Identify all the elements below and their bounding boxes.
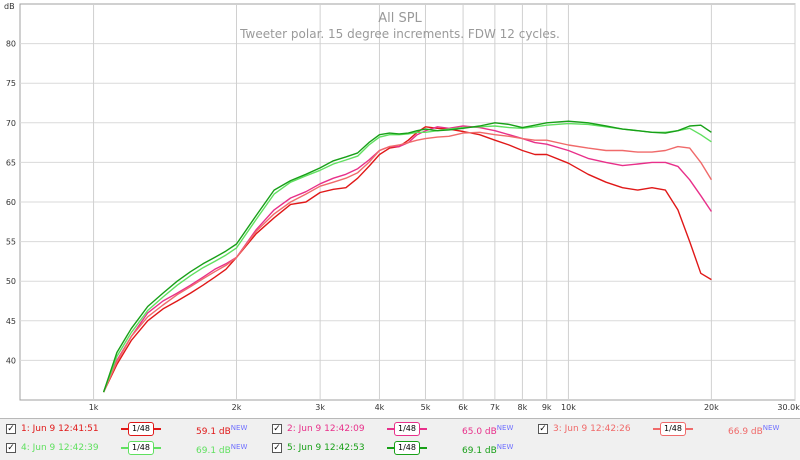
value-text-3: 66.9 dB [728, 427, 763, 437]
legend-panel: ✓ 1: Jun 9 12:41:51 1/48 59.1 dBNEW ✓ 2:… [0, 418, 800, 460]
legend-item-2[interactable]: ✓ 2: Jun 9 12:42:09 1/48 65.0 dBNEW [272, 421, 542, 439]
new-badge-5: NEW [496, 443, 514, 451]
legend-value-5: 69.1 dBNEW [462, 443, 513, 456]
smoothing-button-2[interactable]: 1/48 [387, 422, 427, 436]
new-badge-1: NEW [230, 424, 248, 432]
smoothing-button-4[interactable]: 1/48 [121, 441, 161, 455]
x-tick-label: 8k [518, 403, 528, 412]
new-badge-3: NEW [762, 424, 780, 432]
checkbox-2[interactable]: ✓ [272, 424, 282, 434]
smoothing-button-3[interactable]: 1/48 [653, 422, 693, 436]
legend-item-3[interactable]: ✓ 3: Jun 9 12:42:26 1/48 66.9 dBNEW [538, 421, 798, 439]
y-tick-label: 75 [6, 79, 16, 88]
y-tick-label: 70 [6, 119, 16, 128]
smoothing-label-1: 1/48 [128, 422, 154, 436]
checkbox-1[interactable]: ✓ [6, 424, 16, 434]
x-tick-label: 9k [542, 403, 552, 412]
axis-ticks: 40 45 50 55 60 65 70 75 80 1k 2k 3k 4k 5k 6k 7k 8k 9k 10k 2… [6, 40, 800, 412]
x-tick-label: 4k [375, 403, 385, 412]
grid [19, 3, 796, 401]
smoothing-button-1[interactable]: 1/48 [121, 422, 161, 436]
chart-subtitle: Tweeter polar. 15 degree increments. FDW… [239, 27, 560, 41]
y-tick-label: 60 [6, 198, 16, 207]
legend-value-4: 69.1 dBNEW [196, 443, 247, 456]
legend-label-5: 5: Jun 9 12:42:53 [287, 443, 365, 453]
value-text-4: 69.1 dB [196, 446, 231, 456]
spl-chart: 40 45 50 55 60 65 70 75 80 1k 2k 3k 4k 5k 6k 7k 8k 9k 10k 2… [4, 2, 800, 412]
x-tick-label: 7k [490, 403, 500, 412]
x-tick-label: 10k [561, 403, 576, 412]
legend-label-2: 2: Jun 9 12:42:09 [287, 424, 365, 434]
legend-value-3: 66.9 dBNEW [728, 424, 779, 437]
y-unit-label: dB [4, 2, 15, 11]
series-line-3 [102, 131, 712, 393]
new-badge-4: NEW [230, 443, 248, 451]
y-tick-label: 40 [6, 356, 16, 365]
legend-label-4: 4: Jun 9 12:42:39 [21, 443, 99, 453]
legend-label-1: 1: Jun 9 12:41:51 [21, 424, 99, 434]
x-tick-label: 30.0k Hz [777, 403, 800, 412]
chart-title: All SPL [378, 11, 422, 26]
y-tick-label: 55 [6, 238, 16, 247]
legend-item-4[interactable]: ✓ 4: Jun 9 12:42:39 1/48 69.1 dBNEW [6, 440, 276, 458]
series-lines [102, 120, 712, 393]
series-line-2 [102, 125, 712, 393]
y-tick-label: 50 [6, 277, 16, 286]
y-tick-label: 80 [6, 40, 16, 49]
smoothing-label-2: 1/48 [394, 422, 420, 436]
value-text-1: 59.1 dB [196, 427, 231, 437]
legend-item-5[interactable]: ✓ 5: Jun 9 12:42:53 1/48 69.1 dBNEW [272, 440, 542, 458]
x-tick-label: 20k [704, 403, 719, 412]
checkbox-3[interactable]: ✓ [538, 424, 548, 434]
y-tick-label: 65 [6, 158, 16, 167]
legend-label-3: 3: Jun 9 12:42:26 [553, 424, 631, 434]
smoothing-label-3: 1/48 [660, 422, 686, 436]
y-tick-label: 45 [6, 317, 16, 326]
x-tick-label: 5k [421, 403, 431, 412]
new-badge-2: NEW [496, 424, 514, 432]
legend-value-2: 65.0 dBNEW [462, 424, 513, 437]
x-tick-label: 2k [232, 403, 242, 412]
series-line-5 [102, 120, 712, 393]
smoothing-label-5: 1/48 [394, 441, 420, 455]
x-tick-label: 6k [458, 403, 468, 412]
value-text-2: 65.0 dB [462, 427, 497, 437]
chart-svg: 40 45 50 55 60 65 70 75 80 1k 2k 3k 4k 5k 6k 7k 8k 9k 10k 2… [4, 2, 800, 412]
smoothing-button-5[interactable]: 1/48 [387, 441, 427, 455]
legend-value-1: 59.1 dBNEW [196, 424, 247, 437]
checkbox-5[interactable]: ✓ [272, 443, 282, 453]
x-tick-label: 3k [315, 403, 325, 412]
checkbox-4[interactable]: ✓ [6, 443, 16, 453]
legend-item-1[interactable]: ✓ 1: Jun 9 12:41:51 1/48 59.1 dBNEW [6, 421, 276, 439]
value-text-5: 69.1 dB [462, 446, 497, 456]
x-tick-label: 1k [89, 403, 99, 412]
smoothing-label-4: 1/48 [128, 441, 154, 455]
